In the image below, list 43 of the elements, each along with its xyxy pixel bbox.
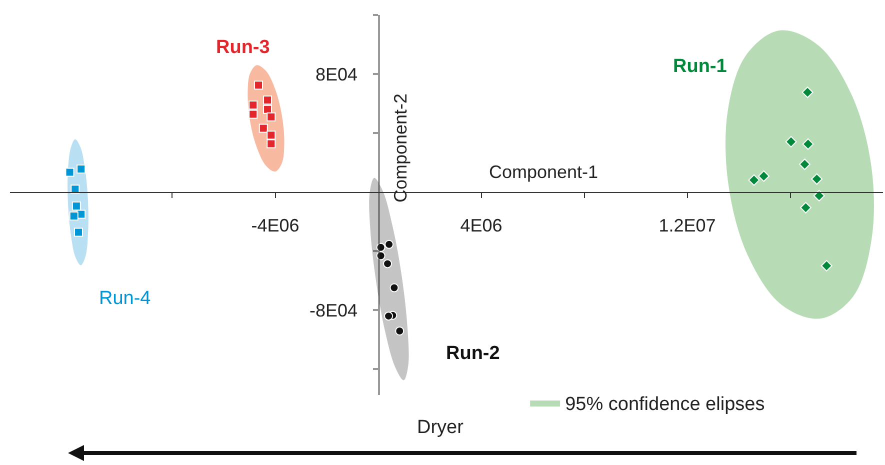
legend-label: 95% confidence elipses: [565, 394, 765, 415]
point: [811, 173, 823, 185]
point: [384, 240, 394, 249]
point: [248, 100, 258, 110]
point: [76, 164, 86, 174]
point: [254, 80, 264, 90]
x-tick-label: -4E06: [251, 216, 300, 236]
point: [72, 202, 81, 211]
point: [266, 112, 276, 122]
series-label: Run-3: [216, 37, 270, 58]
text: Run-1: [673, 56, 728, 77]
point: [69, 212, 78, 221]
point: [258, 124, 268, 133]
point: [266, 130, 276, 140]
point: [383, 259, 392, 268]
point: [802, 138, 814, 150]
point: [758, 170, 770, 182]
point: [802, 86, 814, 98]
point: [263, 104, 272, 114]
point: [748, 174, 760, 186]
point: [263, 95, 272, 104]
x-tick-label: 4E06: [460, 216, 502, 236]
text: Dryer: [417, 417, 464, 438]
point: [799, 158, 810, 170]
point: [820, 260, 832, 272]
point: [800, 202, 812, 214]
point: [813, 190, 825, 202]
point: [395, 326, 404, 336]
y-tick-label: 8E04: [316, 64, 358, 84]
point: [785, 136, 797, 148]
point: [266, 139, 276, 148]
point: [65, 168, 74, 177]
point: [70, 184, 80, 194]
point: [390, 283, 399, 292]
text: Run-4: [99, 288, 152, 309]
x-tick-label: 1.2E07: [658, 216, 716, 236]
y-tick-label: -8E04: [310, 300, 358, 320]
text: Run-2: [446, 343, 500, 364]
x-axis-title: Component-1: [489, 162, 598, 182]
point: [384, 312, 394, 321]
point: [74, 228, 83, 237]
point: [248, 110, 258, 119]
y-axis-title: Component-2: [390, 93, 410, 202]
